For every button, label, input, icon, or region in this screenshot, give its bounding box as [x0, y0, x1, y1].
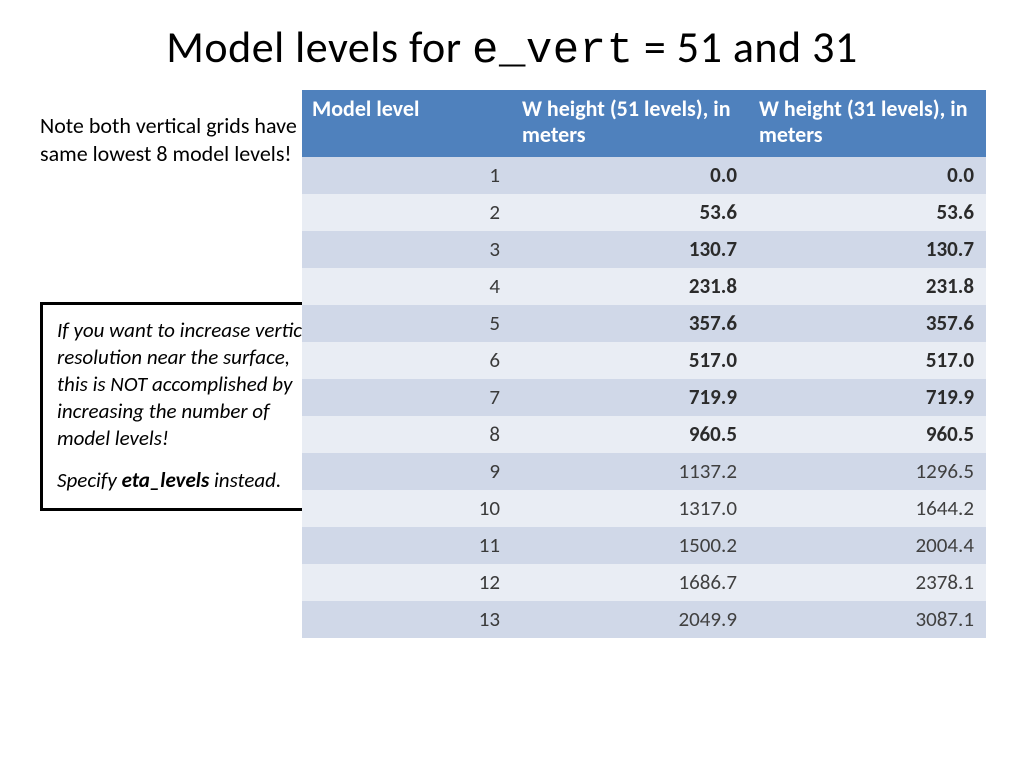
table-row: 10.00.0: [302, 157, 986, 194]
cell-model-level: 4: [302, 268, 512, 305]
cell-h31: 517.0: [749, 342, 986, 379]
cell-h31: 960.5: [749, 416, 986, 453]
cell-h31: 2378.1: [749, 564, 986, 601]
cell-h51: 1686.7: [512, 564, 749, 601]
col-header-h31: W height (31 levels), in meters: [749, 90, 986, 157]
cell-h51: 719.9: [512, 379, 749, 416]
col-header-h51: W height (51 levels), in meters: [512, 90, 749, 157]
cell-model-level: 3: [302, 231, 512, 268]
cell-h51: 130.7: [512, 231, 749, 268]
callout-p2-pre: Specify: [57, 467, 122, 493]
cell-h31: 130.7: [749, 231, 986, 268]
cell-h51: 231.8: [512, 268, 749, 305]
side-note: Note both vertical grids have same lowes…: [40, 112, 300, 167]
table-row: 4231.8231.8: [302, 268, 986, 305]
cell-model-level: 5: [302, 305, 512, 342]
cell-h51: 517.0: [512, 342, 749, 379]
cell-h51: 0.0: [512, 157, 749, 194]
slide: Model levels for e_vert = 51 and 31 Note…: [0, 0, 1024, 768]
table-body: 10.00.0253.653.63130.7130.74231.8231.853…: [302, 157, 986, 638]
callout-box: If you want to increase vertical resolut…: [40, 302, 335, 511]
table-row: 91137.21296.5: [302, 453, 986, 490]
cell-h51: 2049.9: [512, 601, 749, 638]
cell-h51: 960.5: [512, 416, 749, 453]
cell-h31: 53.6: [749, 194, 986, 231]
cell-h51: 1137.2: [512, 453, 749, 490]
cell-model-level: 11: [302, 527, 512, 564]
cell-model-level: 7: [302, 379, 512, 416]
cell-h51: 53.6: [512, 194, 749, 231]
table-row: 101317.01644.2: [302, 490, 986, 527]
table-row: 7719.9719.9: [302, 379, 986, 416]
cell-model-level: 8: [302, 416, 512, 453]
table-row: 8960.5960.5: [302, 416, 986, 453]
cell-h31: 1644.2: [749, 490, 986, 527]
table-header-row: Model level W height (51 levels), in met…: [302, 90, 986, 157]
cell-h51: 1317.0: [512, 490, 749, 527]
slide-title: Model levels for e_vert = 51 and 31: [40, 20, 984, 76]
cell-h31: 719.9: [749, 379, 986, 416]
title-post: = 51 and 31: [633, 20, 857, 74]
cell-model-level: 6: [302, 342, 512, 379]
table-row: 132049.93087.1: [302, 601, 986, 638]
callout-p2-post: instead.: [209, 467, 281, 493]
cell-h51: 1500.2: [512, 527, 749, 564]
callout-p2-strong: eta_levels: [122, 467, 210, 493]
content-area: Note both vertical grids have same lowes…: [40, 90, 984, 750]
cell-h31: 357.6: [749, 305, 986, 342]
cell-model-level: 1: [302, 157, 512, 194]
table-row: 111500.22004.4: [302, 527, 986, 564]
col-header-model-level: Model level: [302, 90, 512, 157]
cell-model-level: 2: [302, 194, 512, 231]
cell-model-level: 9: [302, 453, 512, 490]
table-row: 6517.0517.0: [302, 342, 986, 379]
cell-h31: 0.0: [749, 157, 986, 194]
title-pre: Model levels for: [166, 20, 472, 74]
cell-h31: 231.8: [749, 268, 986, 305]
cell-h31: 2004.4: [749, 527, 986, 564]
table-row: 5357.6357.6: [302, 305, 986, 342]
cell-h51: 357.6: [512, 305, 749, 342]
table-row: 121686.72378.1: [302, 564, 986, 601]
callout-paragraph-1: If you want to increase vertical resolut…: [57, 317, 318, 451]
cell-model-level: 13: [302, 601, 512, 638]
levels-table: Model level W height (51 levels), in met…: [302, 90, 986, 638]
cell-model-level: 12: [302, 564, 512, 601]
cell-model-level: 10: [302, 490, 512, 527]
title-code: e_vert: [472, 26, 633, 76]
table-row: 3130.7130.7: [302, 231, 986, 268]
table-row: 253.653.6: [302, 194, 986, 231]
cell-h31: 1296.5: [749, 453, 986, 490]
callout-paragraph-2: Specify eta_levels instead.: [57, 467, 318, 494]
cell-h31: 3087.1: [749, 601, 986, 638]
